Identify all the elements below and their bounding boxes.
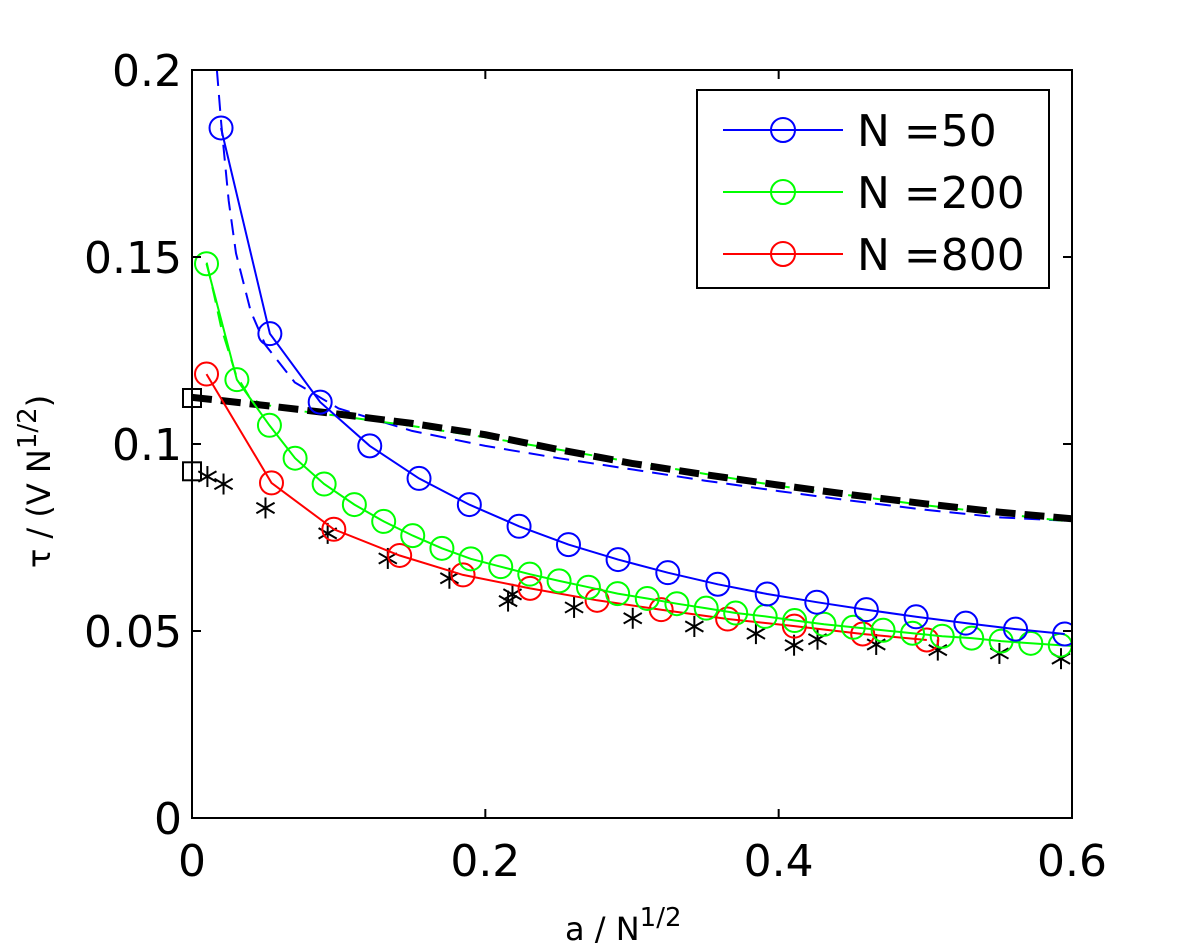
legend-entries: N =50 N =200 N =800 bbox=[723, 106, 1025, 281]
point-n-50 bbox=[953, 610, 979, 636]
y-axis-label-exponent: 1/2 bbox=[13, 407, 43, 449]
y-axis-label-text: τ / (V N bbox=[20, 449, 58, 568]
point-n-50 bbox=[357, 433, 383, 459]
point-n-200 bbox=[959, 625, 985, 651]
legend-entry: N =200 bbox=[723, 168, 1025, 219]
point-n-800 bbox=[258, 470, 284, 496]
point-n-200 bbox=[546, 568, 572, 594]
point-n-200 bbox=[575, 574, 601, 600]
point-star bbox=[255, 497, 276, 519]
point-n-50 bbox=[456, 492, 482, 518]
point-n-200 bbox=[371, 508, 397, 534]
x-tick-label: 0 bbox=[178, 836, 206, 887]
point-star bbox=[498, 590, 518, 612]
y-tick-label: 0.1 bbox=[112, 420, 182, 471]
point-star bbox=[213, 473, 234, 495]
point-n-50 bbox=[605, 547, 631, 573]
y-axis-label: τ / (V N1/2) bbox=[13, 395, 58, 568]
point-n-200 bbox=[224, 367, 250, 393]
point-n-800 bbox=[194, 361, 220, 387]
point-n-200 bbox=[723, 600, 749, 626]
point-n-200 bbox=[517, 561, 543, 587]
point-n-200 bbox=[900, 620, 926, 646]
point-n-200 bbox=[811, 611, 837, 637]
x-axis-label-exponent: 1/2 bbox=[640, 903, 682, 933]
legend-marker bbox=[770, 179, 796, 205]
x-tick-label: 0.2 bbox=[450, 836, 520, 887]
point-n-50 bbox=[804, 589, 830, 615]
point-n-200 bbox=[1074, 635, 1097, 658]
point-n-200 bbox=[693, 595, 719, 621]
y-tick-label: 0.2 bbox=[112, 46, 182, 97]
y-tick-label: 0.05 bbox=[84, 607, 182, 658]
series-line-reference-thick-dashed bbox=[192, 393, 1072, 523]
point-n-200 bbox=[311, 471, 337, 497]
point-star bbox=[746, 623, 766, 645]
point-n-200 bbox=[664, 591, 690, 617]
point-n-800 bbox=[850, 621, 876, 647]
point-n-800 bbox=[387, 542, 413, 568]
point-n-200 bbox=[458, 546, 484, 572]
point-n-800 bbox=[517, 575, 543, 601]
y-tick-label: 0 bbox=[154, 794, 182, 845]
point-n-50 bbox=[754, 581, 780, 607]
legend-entry: N =800 bbox=[723, 230, 1025, 281]
x-tick-label: 0.6 bbox=[1037, 836, 1107, 887]
point-n-200 bbox=[194, 251, 220, 277]
point-n-200 bbox=[256, 412, 282, 438]
legend-entry: N =50 bbox=[723, 106, 997, 157]
point-n-50 bbox=[655, 560, 681, 586]
point-n-800 bbox=[715, 606, 741, 632]
point-n-50 bbox=[406, 465, 432, 491]
point-n-200 bbox=[429, 535, 455, 561]
point-n-200 bbox=[341, 492, 367, 518]
point-n-50 bbox=[853, 597, 879, 623]
point-n-200 bbox=[634, 585, 660, 611]
point-n-200 bbox=[282, 445, 308, 471]
x-axis-label-text: a / N bbox=[565, 910, 640, 948]
legend-marker bbox=[770, 117, 796, 143]
point-n-50 bbox=[506, 513, 532, 539]
point-n-200 bbox=[1018, 630, 1044, 656]
y-tick-label: 0.15 bbox=[84, 233, 182, 284]
x-tick-label: 0.4 bbox=[744, 836, 814, 887]
point-n-50 bbox=[705, 571, 731, 597]
legend-label: N =200 bbox=[857, 168, 1025, 219]
point-n-200 bbox=[400, 523, 426, 549]
point-n-50 bbox=[307, 389, 333, 415]
point-n-200 bbox=[929, 623, 955, 649]
x-axis-label: a / N1/2 bbox=[565, 903, 682, 948]
point-n-200 bbox=[840, 614, 866, 640]
legend-label: N =50 bbox=[857, 106, 997, 157]
point-star bbox=[684, 616, 704, 638]
point-n-800 bbox=[781, 613, 807, 639]
series-line-n-50-dashed bbox=[215, 70, 1072, 522]
point-star bbox=[564, 596, 584, 618]
point-n-50 bbox=[555, 532, 581, 558]
point-n-200 bbox=[782, 608, 808, 634]
y-axis-label-close: ) bbox=[20, 395, 58, 407]
ticks-layer: 0 0.2 0.4 0.6 0 0.05 0.1 0.15 0.2 bbox=[84, 46, 1107, 887]
point-n-50 bbox=[1052, 621, 1072, 647]
legend: N =50 N =200 N =800 bbox=[696, 89, 1050, 289]
point-n-200 bbox=[488, 554, 514, 580]
series-group bbox=[192, 70, 1097, 670]
point-n-800 bbox=[914, 627, 940, 653]
point-star bbox=[623, 607, 643, 629]
point-n-800 bbox=[321, 516, 347, 542]
legend-marker bbox=[770, 241, 796, 267]
point-n-200 bbox=[605, 581, 631, 607]
series-layer bbox=[182, 70, 1097, 670]
point-n-200 bbox=[870, 617, 896, 643]
point-n-50 bbox=[208, 115, 234, 141]
series-line-n-200 bbox=[205, 263, 1072, 647]
point-n-50 bbox=[1003, 616, 1029, 642]
point-n-50 bbox=[903, 604, 929, 630]
point-n-50 bbox=[257, 321, 283, 347]
point-n-800 bbox=[450, 562, 476, 588]
legend-label: N =800 bbox=[857, 230, 1025, 281]
